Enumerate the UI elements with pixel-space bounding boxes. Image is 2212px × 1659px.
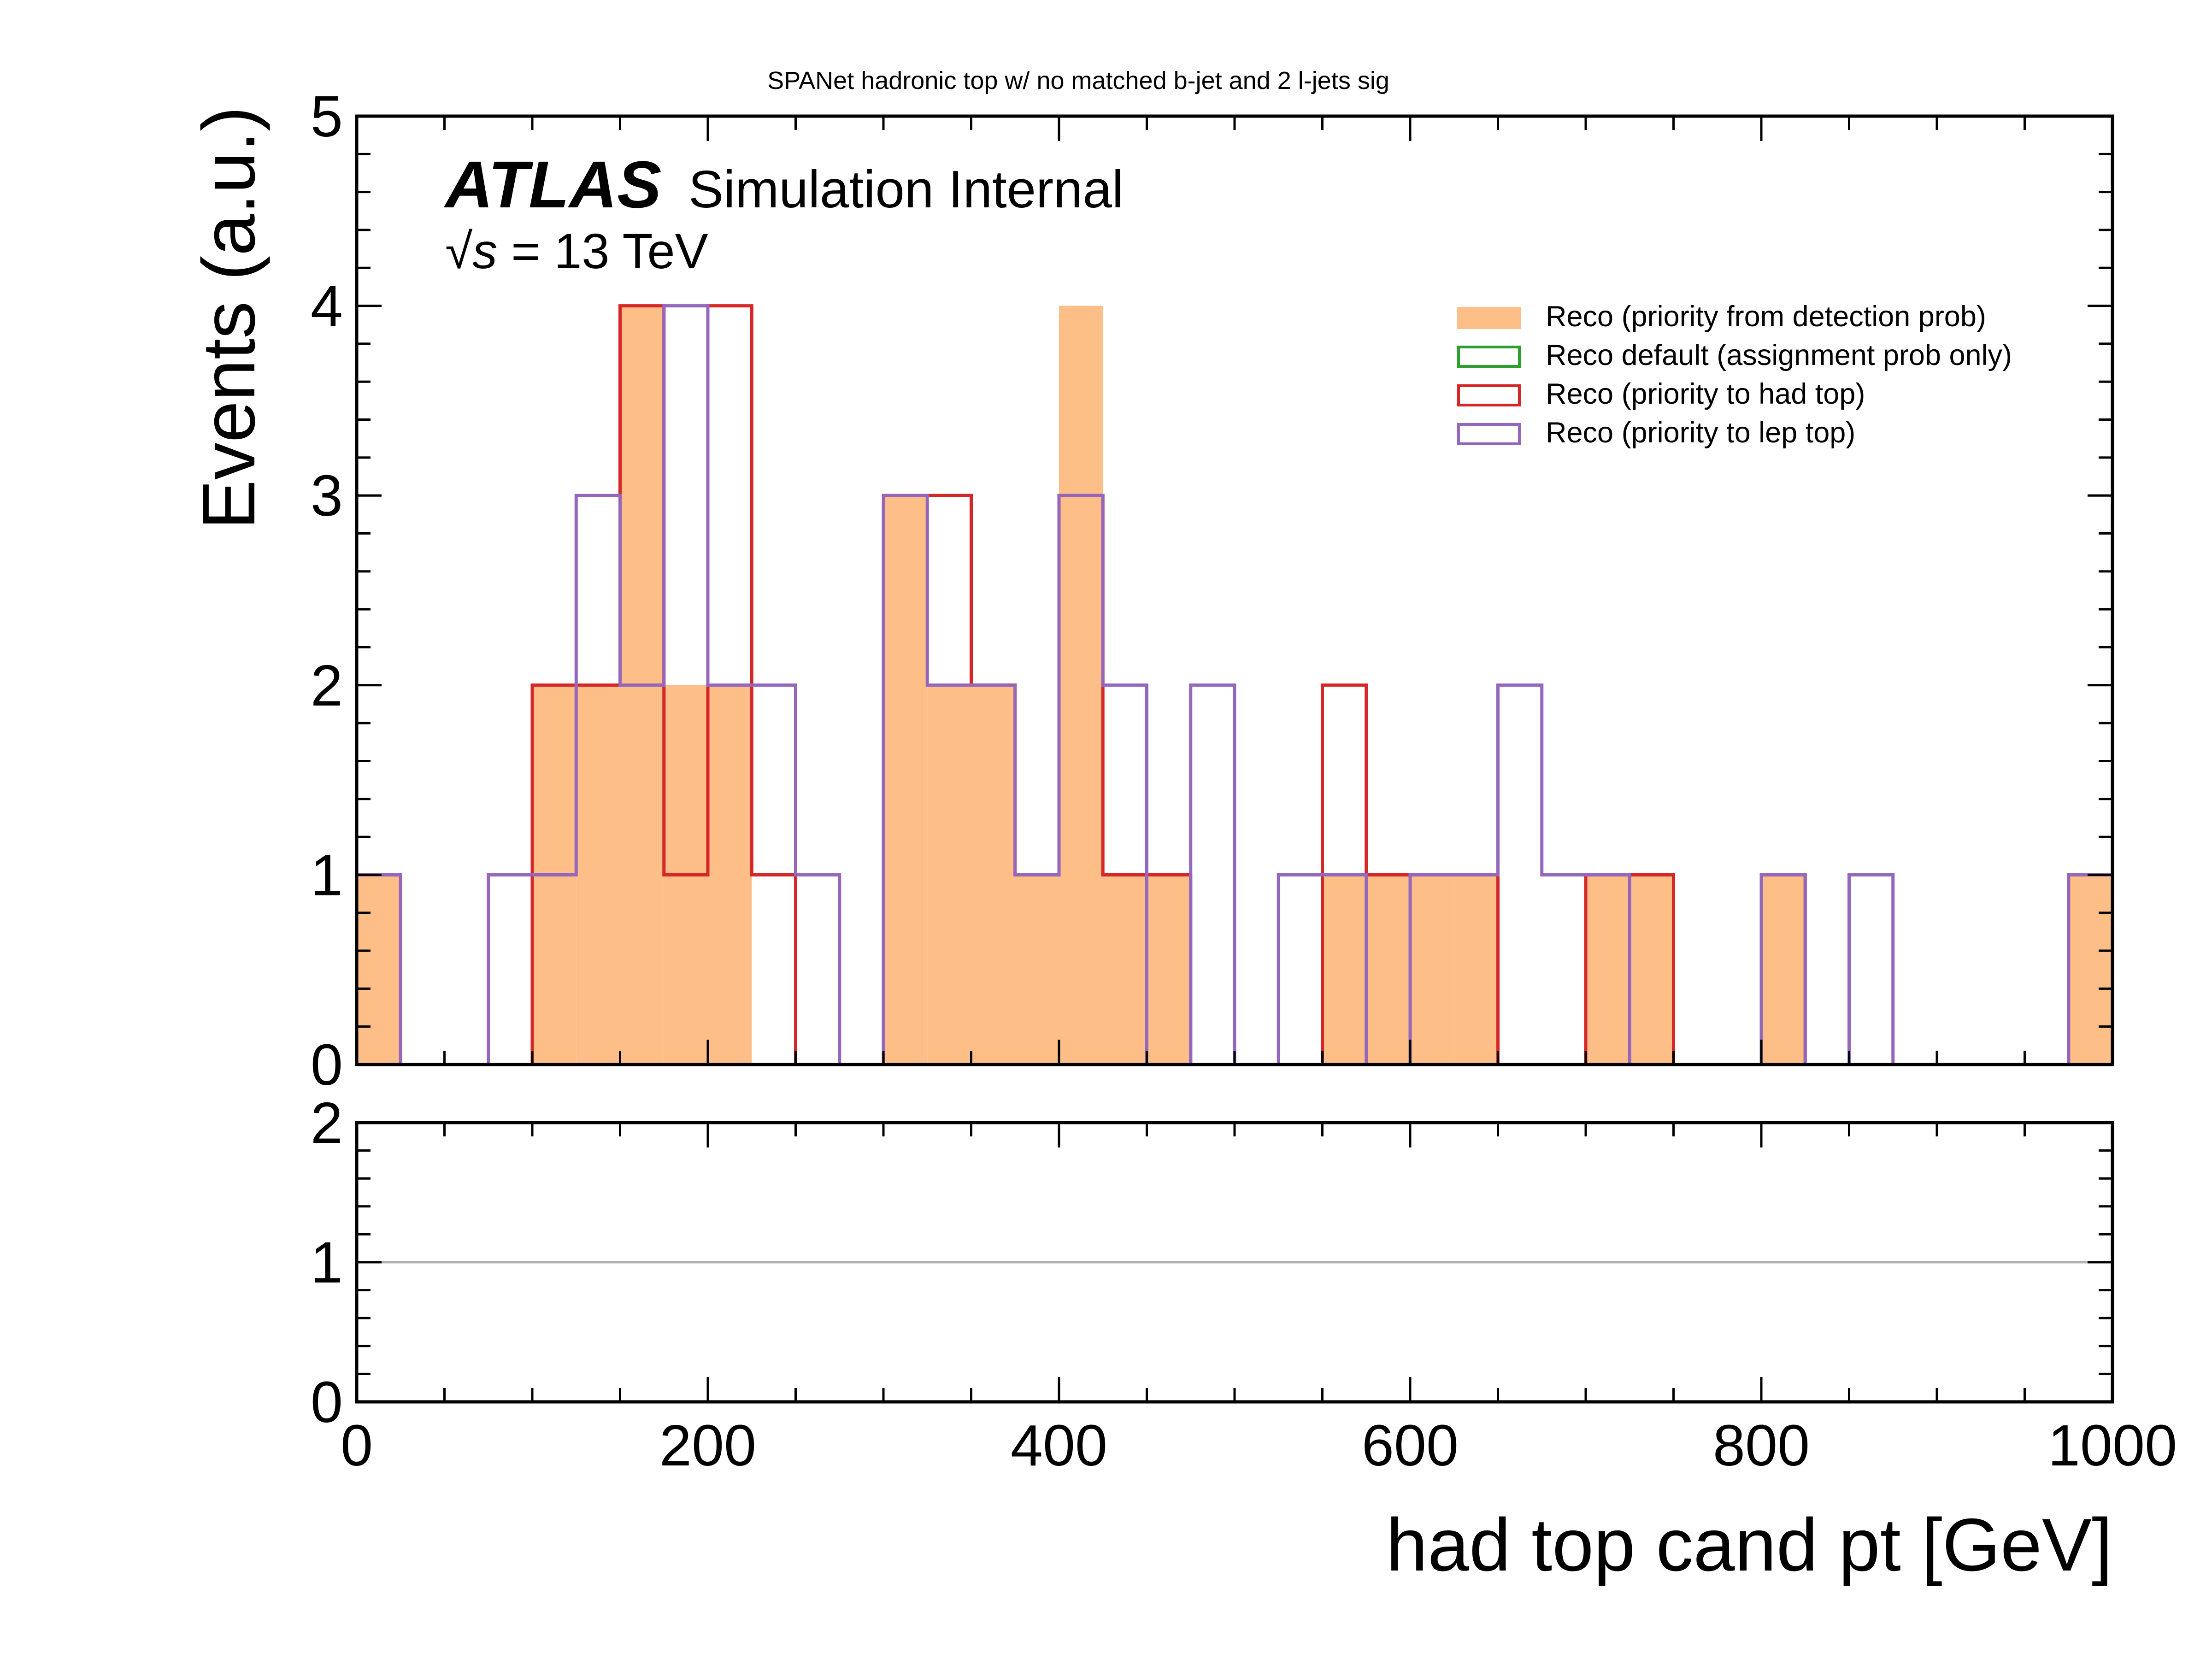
x-tick-label: 600 [1362, 1413, 1459, 1478]
x-tick-label: 1000 [2048, 1413, 2177, 1478]
energy-sqrt-s: √s [445, 223, 497, 279]
x-tick-labels: 0 200 400 600 800 1000 [341, 1413, 2177, 1478]
energy-value: = 13 TeV [497, 223, 708, 279]
histogram-bar [883, 495, 928, 1065]
legend-swatch [1457, 346, 1521, 368]
legend-swatch [1457, 307, 1521, 329]
ratio-panel: 0 1 2 [311, 1090, 2114, 1435]
main-panel: 0 1 2 3 4 5 [311, 84, 2114, 1097]
histogram-bar [1059, 306, 1103, 1065]
legend-swatch [1457, 423, 1521, 445]
y-tick-label: 1 [311, 842, 343, 907]
ratio-y-tick-label: 1 [311, 1230, 343, 1295]
y-tick-label: 4 [311, 274, 343, 339]
atlas-sublabel: Simulation Internal [688, 160, 1124, 219]
histogram-bar [1366, 875, 1410, 1065]
main-ticks-layer [355, 115, 2114, 1066]
histogram-bar [1410, 875, 1454, 1065]
y-tick-label: 5 [311, 84, 343, 149]
histogram-bar [1630, 875, 1674, 1065]
x-tick-label: 800 [1713, 1413, 1810, 1478]
histogram-bar [2068, 875, 2112, 1065]
x-axis-label: had top cand pt [GeV] [1386, 1503, 2112, 1587]
y-tick-label: 0 [311, 1032, 343, 1097]
y-tick-label: 3 [311, 463, 343, 528]
legend-swatch [1457, 384, 1521, 406]
histogram-bar [576, 685, 620, 1065]
y-tick-label: 2 [311, 653, 343, 718]
main-y-tick-labels: 0 1 2 3 4 5 [311, 84, 343, 1097]
legend: Reco (priority from detection prob) Reco … [1457, 300, 2012, 449]
legend-item: Reco (priority to lep top) [1457, 417, 1855, 449]
x-tick-label: 0 [341, 1413, 373, 1478]
histogram-bar [1015, 875, 1059, 1065]
histogram-bar [1322, 875, 1366, 1065]
main-steps-layer [355, 304, 2114, 1066]
ratio-ticks-layer [355, 1121, 2114, 1403]
legend-item: Reco (priority from detection prob) [1457, 300, 1986, 333]
histogram-bar [971, 685, 1015, 1065]
legend-item: Reco (priority to had top) [1457, 378, 1865, 410]
ratio-y-tick-label: 2 [311, 1090, 343, 1155]
histogram-bar [357, 875, 401, 1065]
step-series-line-3 [355, 304, 2114, 1066]
histogram-bar [1586, 875, 1630, 1065]
x-tick-label: 400 [1011, 1413, 1107, 1478]
x-tick-label: 200 [659, 1413, 756, 1478]
histogram-bar [1761, 875, 1806, 1065]
chart-title: SPANet hadronic top w/ no matched b-jet … [767, 67, 1389, 94]
y-axis-label: Events (a.u.) [187, 106, 271, 529]
histogram-bar [1103, 875, 1147, 1065]
atlas-label: ATLAS [444, 147, 661, 222]
histogram-bar [927, 685, 971, 1065]
ratio-y-tick-labels: 0 1 2 [311, 1090, 343, 1435]
histogram-bar [1454, 875, 1498, 1065]
legend-label: Reco (priority from detection prob) [1546, 300, 1986, 333]
histogram-bar [1147, 875, 1191, 1065]
ratio-y-tick-label: 0 [311, 1370, 343, 1435]
legend-item: Reco default (assignment prob only) [1457, 339, 2012, 371]
legend-label: Reco (priority to had top) [1546, 378, 1865, 410]
histogram-bar [708, 685, 752, 1065]
legend-label: Reco default (assignment prob only) [1546, 339, 2012, 371]
legend-label: Reco (priority to lep top) [1546, 417, 1855, 449]
energy-label: √s = 13 TeV [445, 223, 708, 279]
